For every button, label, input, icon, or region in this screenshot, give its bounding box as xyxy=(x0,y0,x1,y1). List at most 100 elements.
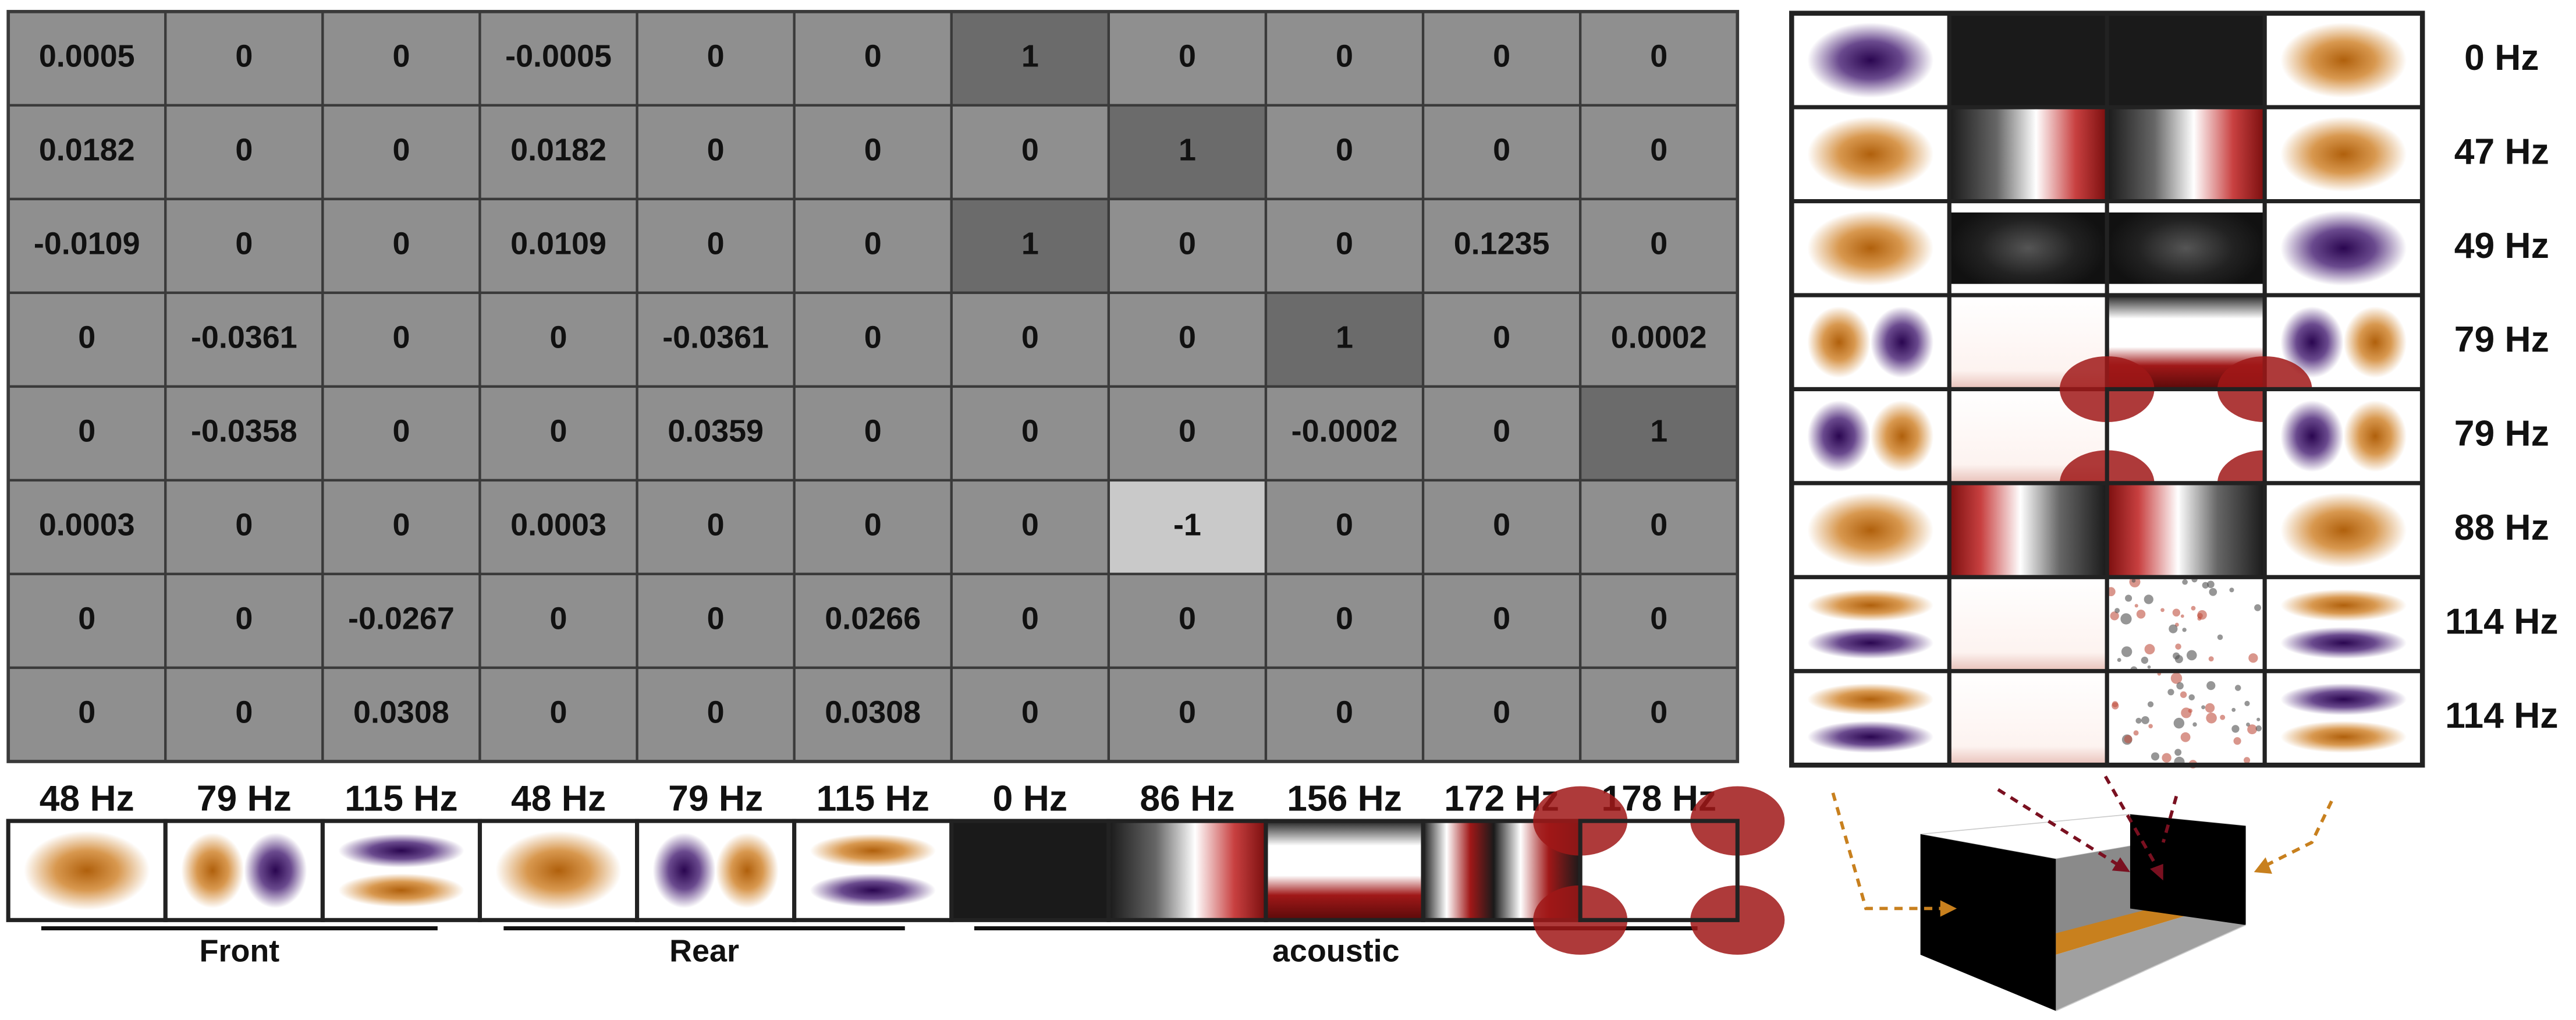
cell-value: -0.0361 xyxy=(191,320,297,355)
cell-value: 0 xyxy=(78,695,95,730)
cell-value: 0 xyxy=(1650,226,1667,261)
cell xyxy=(793,666,953,763)
mode-shapes: 0 Hz 47 Hz 49 Hz 79 Hz 79 Hz 88 Hz 114 Hz 114 H… xyxy=(6,10,2558,955)
blob xyxy=(1807,306,1871,378)
mode-image xyxy=(2105,575,2267,674)
cell xyxy=(1264,385,1425,482)
speckle xyxy=(2205,703,2215,713)
column-label: 79 Hz xyxy=(668,779,763,819)
blob xyxy=(1807,22,1934,98)
speckle xyxy=(2197,617,2202,621)
cell xyxy=(1421,666,1582,763)
cell-value: 0.0003 xyxy=(510,508,606,543)
cell-value: 0.0182 xyxy=(510,133,606,168)
cell-value: 0 xyxy=(1650,508,1667,543)
cell xyxy=(1579,197,1739,295)
cell xyxy=(1421,385,1582,482)
cell-value: 0 xyxy=(1493,601,1510,636)
mode-image xyxy=(477,819,640,922)
cell-value: 0 xyxy=(1179,601,1196,636)
cell-value: 0 xyxy=(1336,601,1353,636)
mode-image xyxy=(1789,199,1951,298)
cell xyxy=(636,572,796,670)
edge xyxy=(1949,284,2107,296)
cell xyxy=(478,572,638,670)
cell xyxy=(321,104,481,201)
cell-value: 0.0003 xyxy=(39,508,135,543)
cell-value: 0.1235 xyxy=(1454,226,1550,261)
blob xyxy=(1807,721,1934,753)
group-label: Front xyxy=(200,933,280,968)
mode-image xyxy=(1106,819,1268,922)
speckle xyxy=(2134,604,2138,608)
cell-value: 0 xyxy=(1336,133,1353,168)
mode-image xyxy=(1789,105,1951,204)
matrix: 0.0005 0 0 -0.0005 0 0 1 0 0 0 0 0.0182 0 0 0.0182 0 0 0 1… xyxy=(6,10,1740,968)
cell xyxy=(636,666,796,763)
speckle xyxy=(2124,735,2133,743)
mode-image xyxy=(2262,481,2425,579)
mode-image xyxy=(1947,669,2109,767)
mode-label: 114 Hz xyxy=(2445,696,2558,736)
speckle xyxy=(2144,594,2153,604)
speckle xyxy=(2144,644,2155,655)
cell xyxy=(164,479,324,576)
blob xyxy=(2343,400,2407,472)
speckle xyxy=(2114,608,2120,614)
matrix-border xyxy=(6,10,1740,763)
mode-image xyxy=(2262,11,2425,109)
mode-image xyxy=(163,819,325,922)
cell xyxy=(1107,572,1268,670)
cell-value: 0 xyxy=(1336,39,1353,74)
cell-value: 0 xyxy=(1493,414,1510,449)
cell-value: 0 xyxy=(235,226,253,261)
column-label: 0 Hz xyxy=(993,779,1067,819)
speckle xyxy=(2120,613,2132,625)
speckle xyxy=(2206,713,2217,724)
mode-image xyxy=(1533,786,1785,955)
cell-value: 0 xyxy=(78,414,95,449)
cell-value: 0 xyxy=(1650,39,1667,74)
cell-value: 0 xyxy=(550,414,567,449)
cell-value: 0 xyxy=(1021,320,1039,355)
speckle xyxy=(2176,682,2184,690)
mode-label: 49 Hz xyxy=(2454,226,2549,266)
cell xyxy=(1107,104,1268,201)
speckle xyxy=(2254,604,2261,611)
cell-value: 0.0308 xyxy=(353,695,449,730)
speckle xyxy=(2231,725,2240,733)
speckle xyxy=(2151,752,2160,761)
cell-value: 0 xyxy=(707,601,725,636)
image-bg xyxy=(1265,821,1424,920)
cell-value: 0 xyxy=(1650,133,1667,168)
cell-value: 0 xyxy=(1493,508,1510,543)
speckle xyxy=(2247,724,2258,735)
mode-image xyxy=(2105,669,2267,768)
cell-value: 0 xyxy=(1493,133,1510,168)
cell xyxy=(1579,572,1739,670)
cell xyxy=(950,385,1110,482)
cell-value: 0 xyxy=(235,39,253,74)
cell-value: 0.0308 xyxy=(825,695,921,730)
mode-image xyxy=(635,819,797,922)
image-bg xyxy=(1108,821,1266,920)
cell xyxy=(1107,479,1268,576)
speckle xyxy=(2141,656,2149,664)
speckle xyxy=(2173,717,2185,729)
blob xyxy=(338,873,464,908)
mode-image xyxy=(1947,199,2109,298)
cell xyxy=(321,385,481,482)
cell xyxy=(1107,666,1268,763)
speckle xyxy=(2167,689,2174,696)
cell-value: 1 xyxy=(1179,133,1196,168)
column-label: 79 Hz xyxy=(197,779,292,819)
cell xyxy=(164,385,324,482)
speckle xyxy=(2169,624,2178,633)
speckle xyxy=(2248,653,2258,663)
cell-value: 0 xyxy=(392,320,410,355)
cell-value: 0 xyxy=(1650,695,1667,730)
cell xyxy=(478,479,638,576)
cell-value: 0 xyxy=(1179,695,1196,730)
cell-value: 0 xyxy=(1179,320,1196,355)
